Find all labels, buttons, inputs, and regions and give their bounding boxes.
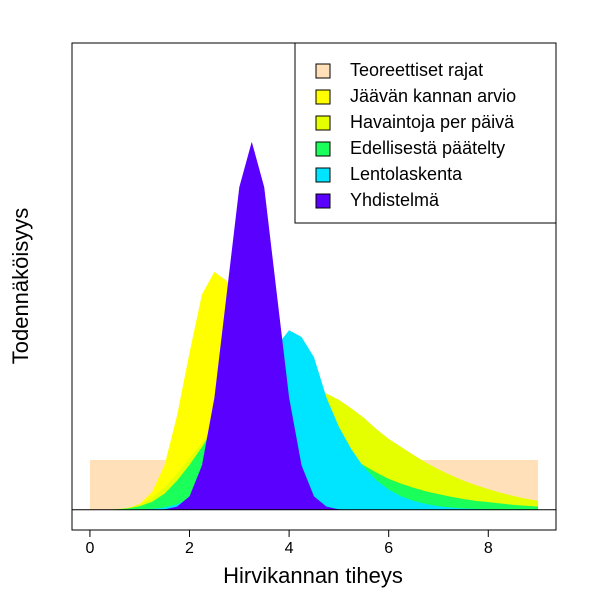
legend-swatch <box>315 115 331 131</box>
legend-swatch <box>315 89 331 105</box>
x-tick-label: 4 <box>285 540 294 557</box>
legend-label: Lentolaskenta <box>350 164 463 184</box>
legend-swatch <box>315 141 331 157</box>
legend-label: Jäävän kannan arvio <box>350 86 516 106</box>
x-tick-label: 6 <box>384 540 393 557</box>
x-tick-label: 8 <box>484 540 493 557</box>
legend-label: Yhdistelmä <box>350 190 440 210</box>
legend-label: Havaintoja per päivä <box>350 112 515 132</box>
legend-label: Edellisestä päätelty <box>350 138 505 158</box>
legend-box <box>294 42 557 224</box>
x-axis-label: Hirvikannan tiheys <box>223 563 403 588</box>
y-axis-label: Todennäköisyys <box>8 208 33 365</box>
legend-label: Teoreettiset rajat <box>350 60 483 80</box>
x-tick-label: 0 <box>85 540 94 557</box>
legend-swatch <box>315 167 331 183</box>
density-area <box>89 330 539 510</box>
legend-swatch <box>315 63 331 79</box>
x-tick-label: 2 <box>185 540 194 557</box>
plot-area <box>89 141 539 510</box>
legend-swatch <box>315 193 331 209</box>
